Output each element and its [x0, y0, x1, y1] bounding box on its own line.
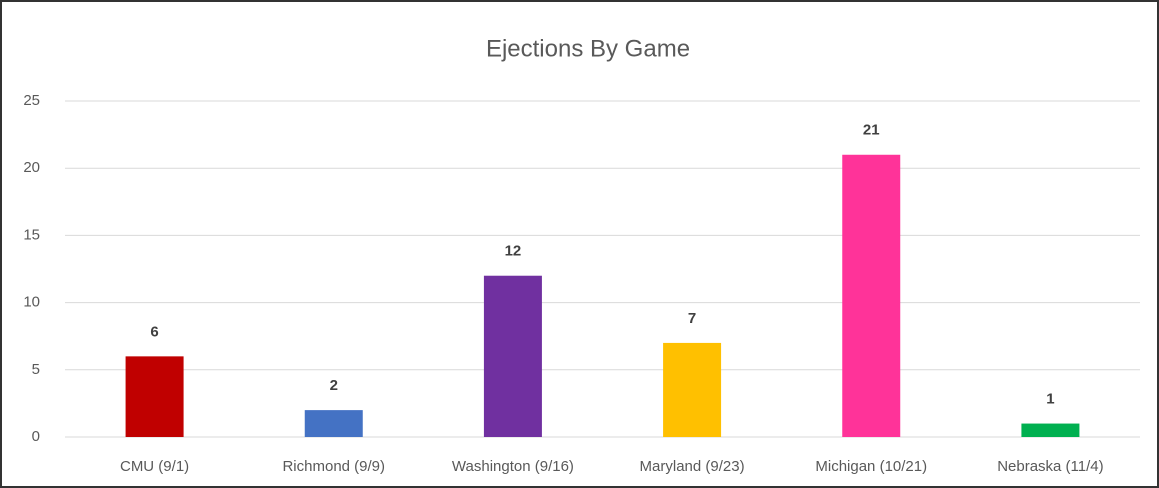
x-tick-label: Maryland (9/23): [640, 458, 745, 475]
bar: [304, 410, 363, 437]
bar: [125, 356, 184, 437]
y-tick-label: 10: [23, 294, 40, 311]
y-tick-label: 0: [32, 428, 40, 445]
data-label: 6: [150, 323, 158, 340]
x-tick-label: Washington (9/16): [452, 458, 574, 475]
data-label: 7: [688, 310, 696, 327]
y-tick-label: 25: [23, 92, 40, 109]
y-tick-label: 15: [23, 226, 40, 243]
data-label: 21: [863, 122, 880, 139]
bar: [663, 342, 722, 437]
y-tick-label: 5: [32, 361, 40, 378]
bar: [1021, 423, 1080, 437]
x-tick-label: CMU (9/1): [120, 458, 189, 475]
x-tick-label: Nebraska (11/4): [997, 458, 1103, 475]
y-tick-label: 20: [23, 159, 40, 176]
x-tick-label: Michigan (10/21): [815, 458, 927, 475]
data-label: 12: [505, 243, 522, 260]
bar: [483, 275, 542, 437]
x-tick-label: Richmond (9/9): [282, 458, 385, 475]
chart-title: Ejections By Game: [486, 35, 690, 62]
data-label: 2: [330, 377, 338, 394]
data-label: 1: [1046, 391, 1054, 408]
bar: [842, 154, 901, 437]
